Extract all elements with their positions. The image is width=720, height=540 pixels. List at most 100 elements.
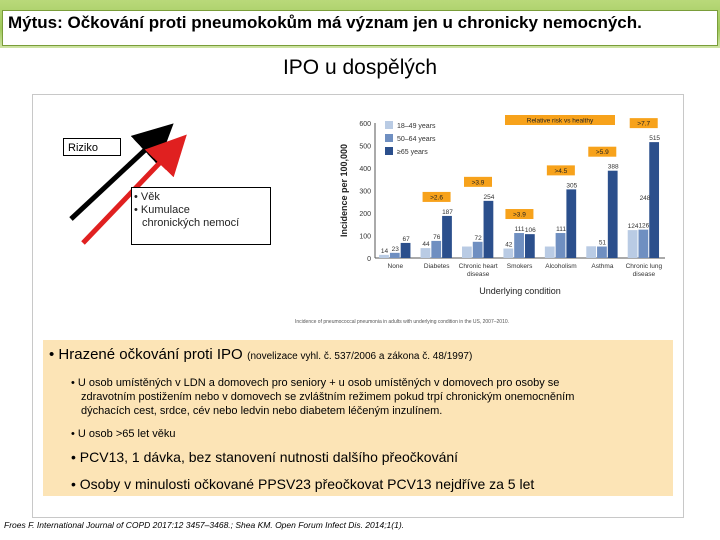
legend-label: ≥65 years <box>397 149 428 156</box>
bar-value-label: 254 <box>483 194 494 201</box>
relative-risk-badge-label: >7.7 <box>637 121 650 128</box>
y-tick-label: 100 <box>359 234 371 241</box>
y-tick-label: 200 <box>359 211 371 218</box>
bar <box>627 230 638 258</box>
relative-risk-badge <box>505 209 534 220</box>
bar <box>586 246 597 258</box>
incidence-chart: 0 100 200 300 400 500 600 Incidence per 100,000… <box>339 115 665 296</box>
bar-value-label: 51 <box>599 240 607 247</box>
relative-risk-badge <box>629 118 658 129</box>
main-bullet-note: (novelizace vyhl. č. 537/2006 a zákona č… <box>247 351 473 362</box>
main-bullet-bold: Hrazené očkování proti IPO <box>58 346 243 363</box>
relative-risk-badge-label: >3.9 <box>513 212 526 219</box>
legend-label: 18–49 years <box>397 123 436 130</box>
bar-value-label: 14 <box>381 248 389 255</box>
main-bullet: • Hrazené očkování proti IPO (novelizace… <box>49 346 473 363</box>
factor-age: • Věk <box>134 191 160 203</box>
x-tick-label: Diabetes <box>424 263 450 270</box>
factor-chronic: chronických nemocí <box>142 217 240 229</box>
header-box <box>2 10 718 46</box>
bar <box>607 170 618 258</box>
bullet-ppsv23: • Osoby v minulosti očkované PPSV23 přeo… <box>71 476 535 492</box>
content-panel: Riziko • Věk • Kumulace chronických nemo… <box>32 94 684 518</box>
relative-risk-badge <box>422 191 451 202</box>
bar <box>379 254 389 258</box>
bar <box>597 246 607 258</box>
x-tick-label: Chronic heart <box>459 263 498 270</box>
bar-value-label: 187 <box>442 209 453 216</box>
bar-value-label: 72 <box>475 235 483 242</box>
riziko-label: Riziko <box>63 138 121 156</box>
bar <box>400 242 411 258</box>
bullet-pcv13: • PCV13, 1 dávka, bez stanovení nutnosti… <box>71 449 459 465</box>
bar-value-label: 67 <box>402 236 410 243</box>
bar <box>483 200 494 258</box>
footer-citation: Froes F. International Journal of COPD 2… <box>4 520 405 530</box>
chart-caption: Incidence of pneumococcal pneumonia in a… <box>295 319 510 325</box>
y-tick-label: 300 <box>359 189 371 196</box>
bullet-65: • U osob >65 let věku <box>71 428 176 440</box>
bar-value-label: 305 <box>566 182 577 189</box>
legend-swatch <box>385 134 393 142</box>
bullet-ldn-line1: • U osob umístěných v LDN a domovech pro… <box>71 377 560 389</box>
x-axis-label: Underlying condition <box>479 286 561 296</box>
bar-value-label: 111 <box>556 226 566 233</box>
bar <box>503 248 514 258</box>
relative-risk-badge-label: >5.9 <box>596 149 609 156</box>
bar <box>566 189 577 258</box>
bar-value-label: 44 <box>422 241 430 248</box>
bar-value-label: 106 <box>525 227 536 234</box>
x-tick-label: Smokers <box>507 263 533 270</box>
bar-value-label: 76 <box>433 234 441 241</box>
reimbursed-vaccination-panel: • Hrazené očkování proti IPO (novelizace… <box>43 340 673 496</box>
relative-risk-badge <box>464 176 493 187</box>
bar-value-label: 23 <box>392 246 400 253</box>
bar <box>514 233 524 258</box>
red-arrow <box>81 134 187 245</box>
bar <box>638 229 649 258</box>
y-tick-label: 500 <box>359 144 371 151</box>
risk-arrows <box>69 123 187 245</box>
bar-value-label: 124 <box>628 223 639 230</box>
bar <box>544 246 555 258</box>
bullet-ldn-line2: zdravotním postižením nebo v domovech se… <box>81 391 575 403</box>
relative-risk-badge-label: >2.6 <box>430 194 443 201</box>
y-tick-label: 600 <box>359 121 371 128</box>
bar <box>649 142 660 258</box>
relative-risk-badge-label: >4.5 <box>554 168 567 175</box>
x-tick-label: Alcoholism <box>545 263 576 270</box>
bullet-ldn-line3: dýchacích cest, srdce, cév nebo ledvin n… <box>81 405 443 417</box>
legend-swatch <box>385 147 393 155</box>
factor-cumulation: • Kumulace <box>134 204 190 216</box>
bar-value-label: 388 <box>608 164 619 171</box>
black-arrow <box>69 123 174 221</box>
legend-title-box <box>505 115 615 125</box>
extra-value-label: 248 <box>640 195 651 202</box>
bar <box>462 246 472 258</box>
y-tick-label: 400 <box>359 166 371 173</box>
bar <box>472 241 483 258</box>
bullet-ldn: • U osob umístěných v LDN a domovech pro… <box>71 376 574 418</box>
bar <box>389 252 400 258</box>
x-tick-label: None <box>388 263 404 270</box>
relative-risk-badge <box>546 165 575 176</box>
bar-value-label: 42 <box>505 242 513 249</box>
slide-title: Mýtus: Očkování proti pneumokokům má výz… <box>8 13 642 32</box>
relative-risk-badge-label: >3.9 <box>472 179 485 186</box>
x-tick-label-line2: disease <box>633 271 656 278</box>
bar-value-label: 111 <box>515 226 525 233</box>
bar-value-label: 126 <box>638 223 649 230</box>
risk-factors-box: • Věk • Kumulace chronických nemocí <box>131 187 271 245</box>
x-tick-label: Chronic lung <box>626 263 663 270</box>
legend-title: Relative risk vs healthy <box>527 118 594 125</box>
bar <box>431 240 442 258</box>
bar <box>420 248 431 258</box>
bar <box>442 215 452 258</box>
x-tick-label: Asthma <box>591 263 613 270</box>
relative-risk-badge <box>588 146 617 157</box>
bar <box>524 234 535 258</box>
y-tick-label: 0 <box>367 256 371 263</box>
bar-value-label: 515 <box>649 135 660 142</box>
bar <box>555 233 566 258</box>
slide-subtitle: IPO u dospělých <box>282 56 438 79</box>
